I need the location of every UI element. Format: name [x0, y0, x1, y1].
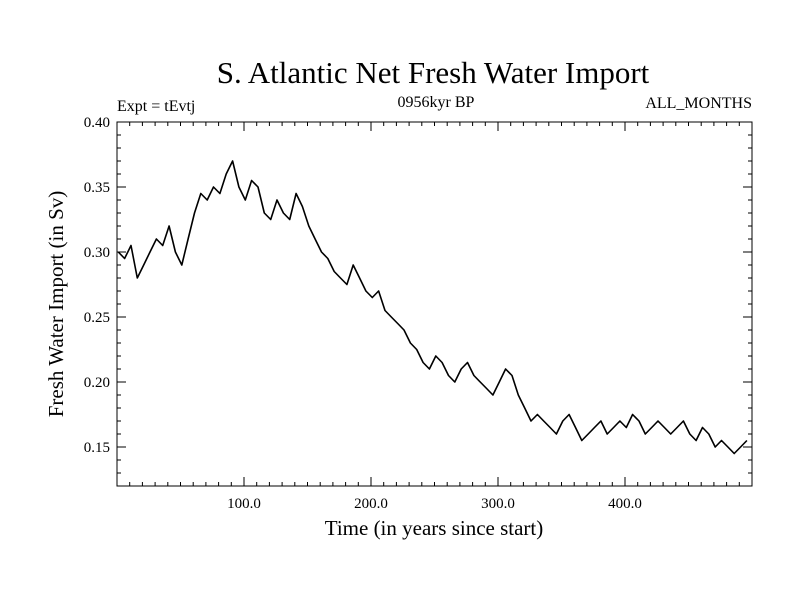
y-axis: 0.15 0.20 0.25 0.30 0.35 0.40	[84, 115, 752, 474]
y-tick-label: 0.35	[84, 180, 110, 196]
x-tick-label: 100.0	[227, 496, 261, 512]
y-tick-label: 0.30	[84, 245, 110, 261]
y-axis-title: Fresh Water Import (in Sv)	[44, 191, 68, 418]
y-tick-label: 0.15	[84, 440, 110, 456]
x-tick-label: 300.0	[481, 496, 515, 512]
y-tick-label: 0.40	[84, 115, 110, 131]
period-label: ALL_MONTHS	[645, 95, 752, 112]
series-layer	[117, 160, 748, 455]
x-tick-label: 400.0	[608, 496, 642, 512]
experiment-label: Expt = tEvtj	[117, 98, 195, 115]
subtitle-label: 0956kyr BP	[398, 94, 475, 111]
x-axis: 100.0 200.0 300.0 400.0	[129, 122, 740, 512]
series-line	[117, 160, 748, 455]
chart-title: S. Atlantic Net Fresh Water Import	[217, 55, 650, 90]
x-axis-title: Time (in years since start)	[325, 516, 544, 540]
plot-frame	[116, 121, 753, 487]
y-tick-label: 0.20	[84, 375, 110, 391]
x-tick-label: 200.0	[354, 496, 388, 512]
y-tick-label: 0.25	[84, 310, 110, 326]
